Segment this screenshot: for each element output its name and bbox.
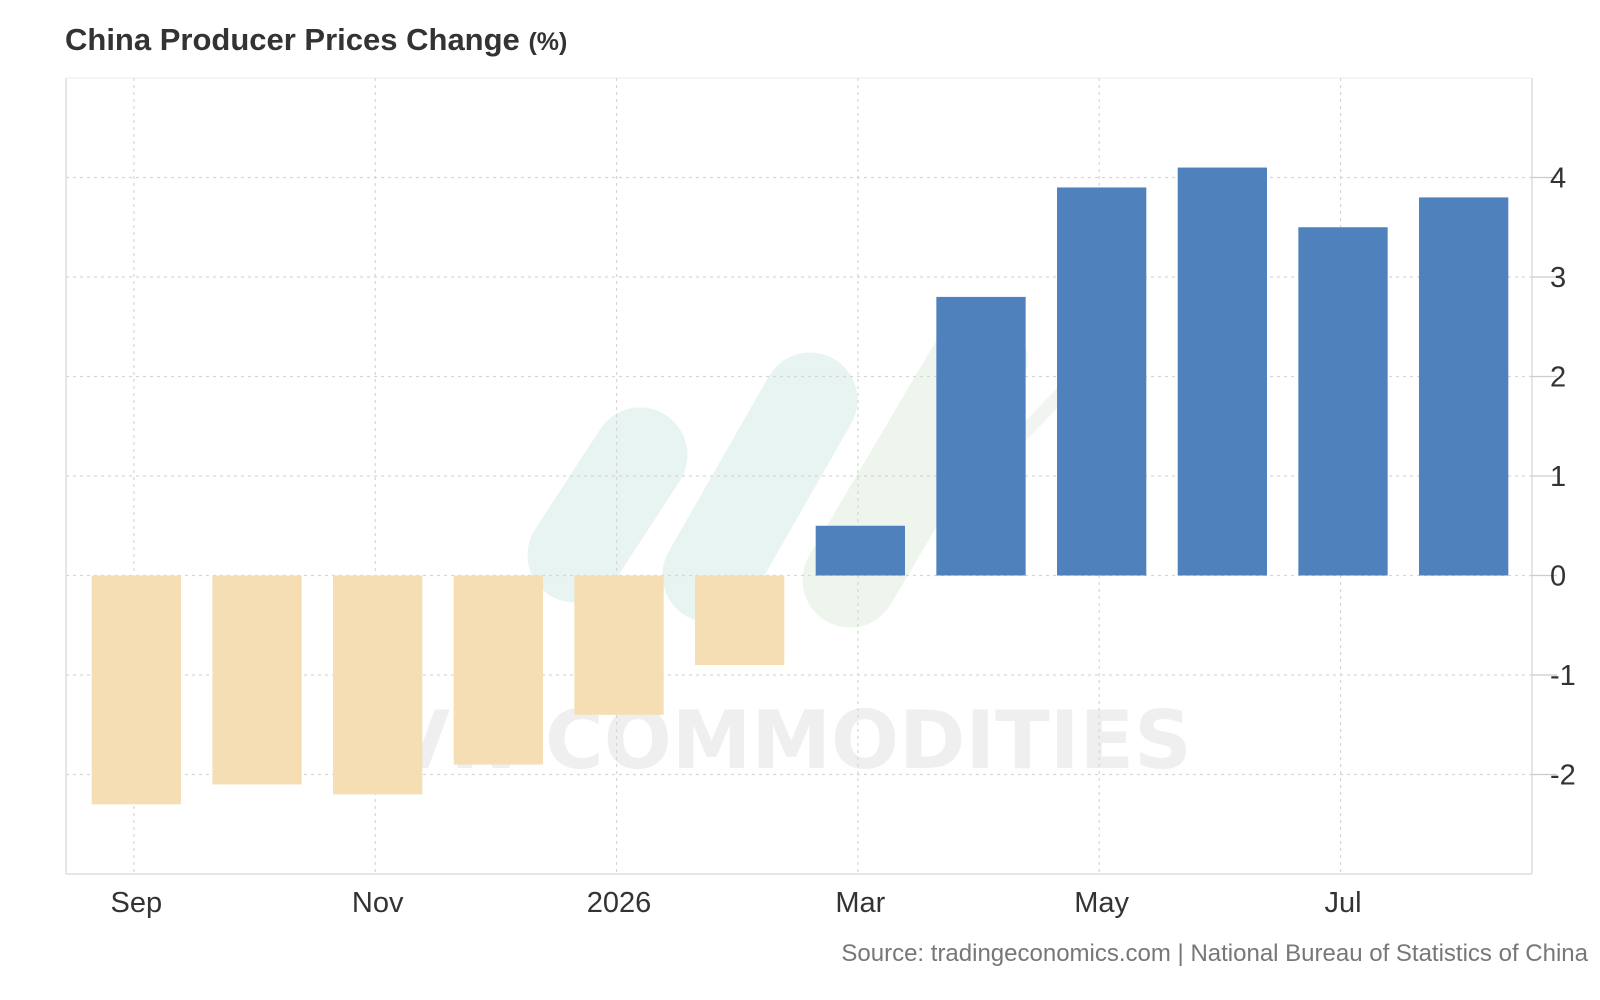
bar[interactable] xyxy=(936,296,1026,576)
bar[interactable] xyxy=(91,575,181,805)
x-axis-labels: Sep Nov 2026 Mar May Jul xyxy=(111,887,1362,919)
chart-title-unit: (%) xyxy=(528,28,568,56)
x-tick-label: Jul xyxy=(1324,887,1361,919)
bar[interactable] xyxy=(453,575,543,765)
source-credit: Source: tradingeconomics.com | National … xyxy=(841,940,1588,967)
y-axis-labels: -2 -1 0 1 2 3 4 xyxy=(1550,163,1576,792)
bar[interactable] xyxy=(1057,187,1147,576)
bar[interactable] xyxy=(1419,197,1509,576)
x-tick-label: Sep xyxy=(111,887,163,919)
bar[interactable] xyxy=(1298,227,1388,576)
bar[interactable] xyxy=(212,575,302,785)
bar[interactable] xyxy=(574,575,664,715)
bar[interactable] xyxy=(1177,167,1267,576)
grid xyxy=(65,77,1557,875)
y-tick-label: -1 xyxy=(1550,660,1576,692)
x-tick-label: Nov xyxy=(352,887,404,919)
y-tick-label: 0 xyxy=(1550,561,1566,593)
y-tick-label: 4 xyxy=(1550,163,1566,195)
y-tick-label: 2 xyxy=(1550,362,1566,394)
y-tick-label: -2 xyxy=(1550,760,1576,792)
bars xyxy=(91,167,1509,805)
x-tick-label: Mar xyxy=(835,887,885,919)
chart-title-text: China Producer Prices Change xyxy=(65,22,520,57)
chart-title: China Producer Prices Change (%) xyxy=(65,22,567,58)
bar[interactable] xyxy=(333,575,423,795)
bar[interactable] xyxy=(695,575,785,666)
bar[interactable] xyxy=(815,525,905,576)
y-tick-label: 1 xyxy=(1550,461,1566,493)
y-tick-label: 3 xyxy=(1550,262,1566,294)
x-tick-label: 2026 xyxy=(587,887,652,919)
x-tick-label: May xyxy=(1074,887,1129,919)
